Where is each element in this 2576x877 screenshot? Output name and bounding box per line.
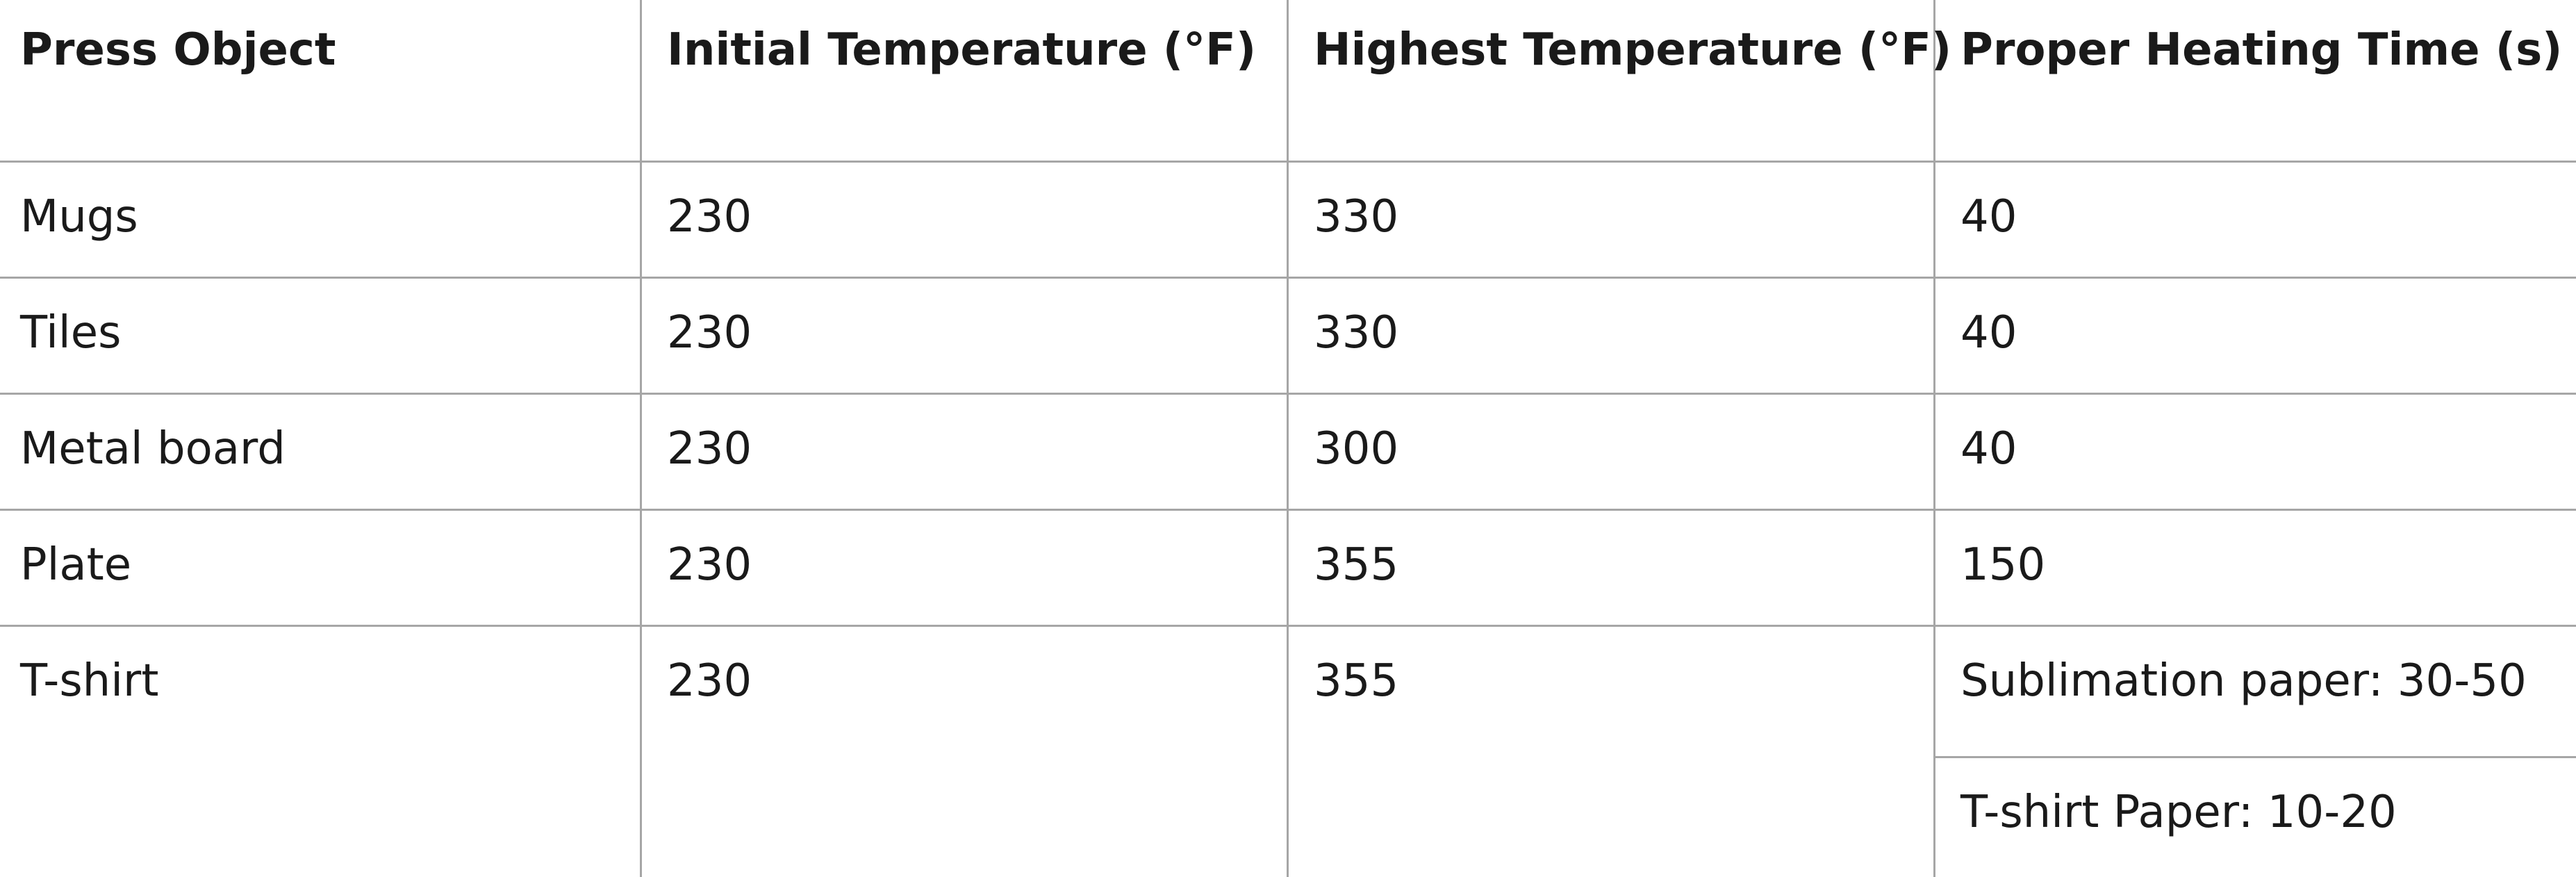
table-cell: 40	[1960, 307, 2017, 359]
header-initial-temperature: Initial Temperature (°F)	[667, 24, 1257, 76]
table-cell: 40	[1960, 191, 2017, 243]
table-cell: 330	[1314, 307, 1399, 359]
table-cell: 230	[667, 423, 752, 475]
table-cell: 230	[667, 539, 752, 591]
table-cell: T-shirt	[20, 655, 159, 707]
row-divider	[0, 509, 2576, 511]
table-cell: 150	[1960, 539, 2046, 591]
table-cell: 355	[1314, 655, 1399, 707]
table-cell: 230	[667, 655, 752, 707]
subrow-divider	[1933, 756, 2576, 758]
table-cell: 230	[667, 307, 752, 359]
column-divider	[1287, 0, 1289, 877]
table-cell: Sublimation paper: 30-50	[1960, 655, 2527, 707]
table-cell: Metal board	[20, 423, 286, 475]
table-cell: 355	[1314, 539, 1399, 591]
table-cell: Tiles	[20, 307, 122, 359]
table-cell: 40	[1960, 423, 2017, 475]
header-heating-time: Proper Heating Time (s)	[1960, 24, 2563, 76]
table-cell: 230	[667, 191, 752, 243]
row-divider	[0, 393, 2576, 395]
header-press-object: Press Object	[20, 24, 336, 76]
row-divider	[0, 277, 2576, 279]
header-highest-temperature: Highest Temperature (°F)	[1314, 24, 1952, 76]
table-cell: 300	[1314, 423, 1399, 475]
column-divider	[640, 0, 642, 877]
row-divider	[0, 161, 2576, 163]
row-divider	[0, 625, 2576, 627]
table-cell: Mugs	[20, 191, 138, 243]
table-cell: 330	[1314, 191, 1399, 243]
table-cell: T-shirt Paper: 10-20	[1960, 787, 2397, 838]
table-cell: Plate	[20, 539, 132, 591]
column-divider	[1933, 0, 1935, 877]
